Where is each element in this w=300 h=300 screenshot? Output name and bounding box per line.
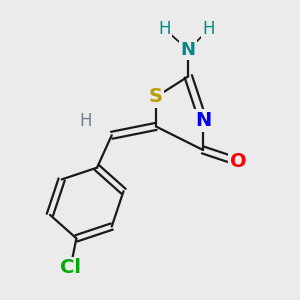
Text: O: O (230, 152, 247, 171)
Text: N: N (195, 111, 211, 130)
Text: N: N (181, 41, 196, 59)
Text: H: H (158, 20, 171, 38)
Text: H: H (202, 20, 215, 38)
Text: S: S (149, 88, 163, 106)
Text: H: H (79, 112, 92, 130)
Text: Cl: Cl (60, 258, 81, 277)
